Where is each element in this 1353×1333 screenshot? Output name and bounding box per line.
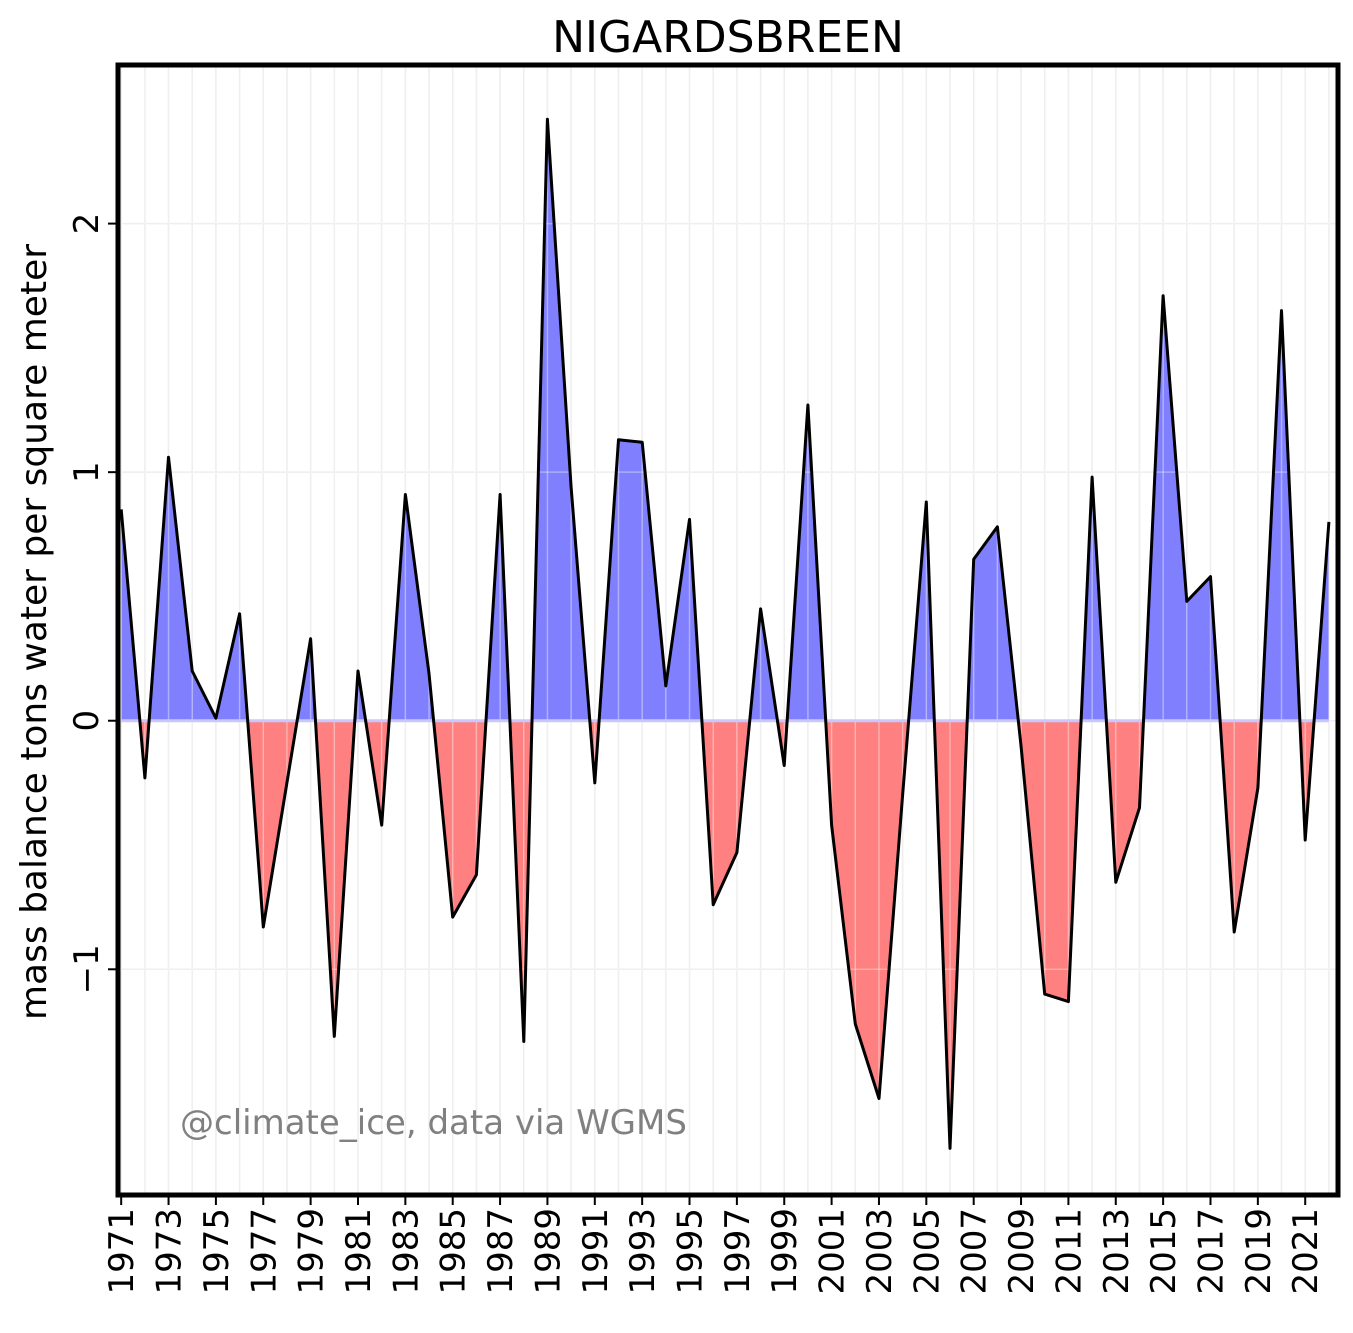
negative-balance-area: [452, 720, 477, 918]
x-tick-label: 1977: [244, 1208, 284, 1295]
mass-balance-line: [119, 117, 1331, 1150]
positive-balance-area: [618, 439, 643, 721]
x-tick-label: 2001: [813, 1208, 853, 1295]
x-tick-label: 2009: [1002, 1208, 1042, 1295]
negative-balance-area: [831, 720, 856, 1024]
positive-balance-area: [1186, 576, 1211, 721]
y-tick-label: 0: [67, 710, 107, 732]
x-tick-label: 2013: [1097, 1208, 1137, 1295]
plot-area: [119, 67, 1336, 1193]
x-tick-label: 1971: [102, 1208, 142, 1295]
x-tick-label: 1989: [528, 1208, 568, 1295]
x-tick-label: 1985: [434, 1208, 474, 1295]
x-tick-label: 2017: [1191, 1208, 1231, 1295]
x-tick-label: 2015: [1144, 1208, 1184, 1295]
plot-frame: [115, 62, 1341, 1198]
x-tick-label: 1979: [292, 1208, 332, 1295]
x-tick-label: 1997: [718, 1208, 758, 1295]
negative-balance-area: [1115, 720, 1140, 883]
negative-balance-area: [713, 720, 737, 905]
x-tick-label: 1999: [765, 1208, 805, 1295]
positive-balance-area: [1163, 295, 1187, 721]
x-tick-label: 1983: [386, 1208, 426, 1295]
x-tick-label: 1975: [197, 1208, 237, 1295]
x-tick-label: 2021: [1286, 1208, 1326, 1295]
x-tick-label: 2007: [955, 1208, 995, 1295]
y-tick-label: 1: [67, 461, 107, 483]
x-tick-label: 1987: [481, 1208, 521, 1295]
credit-text: @climate_ice, data via WGMS: [180, 1103, 687, 1143]
positive-balance-area: [405, 494, 430, 721]
positive-balance-area: [973, 526, 998, 721]
y-axis-label: mass balance tons water per square meter: [14, 244, 55, 1020]
x-tick-label: 1981: [339, 1208, 379, 1295]
x-tick-label: 2005: [907, 1208, 947, 1295]
x-tick-label: 1991: [576, 1208, 616, 1295]
x-tick-label: 1973: [150, 1208, 190, 1295]
x-tick-label: 1995: [671, 1208, 711, 1295]
negative-balance-area: [509, 720, 524, 1042]
x-tick-label: 2003: [860, 1208, 900, 1295]
negative-balance-area: [1044, 720, 1069, 1002]
negative-balance-area: [1234, 720, 1258, 933]
x-tick-label: 2011: [1049, 1208, 1089, 1295]
x-tick-label: 1993: [623, 1208, 663, 1295]
x-tick-label: 2019: [1239, 1208, 1279, 1295]
negative-balance-area: [263, 720, 287, 928]
y-tick-label: −1: [67, 944, 107, 994]
negative-balance-area: [855, 720, 879, 1099]
chart-title: NIGARDSBREEN: [552, 12, 904, 63]
y-tick-label: 2: [67, 213, 107, 235]
positive-balance-area: [547, 119, 572, 721]
